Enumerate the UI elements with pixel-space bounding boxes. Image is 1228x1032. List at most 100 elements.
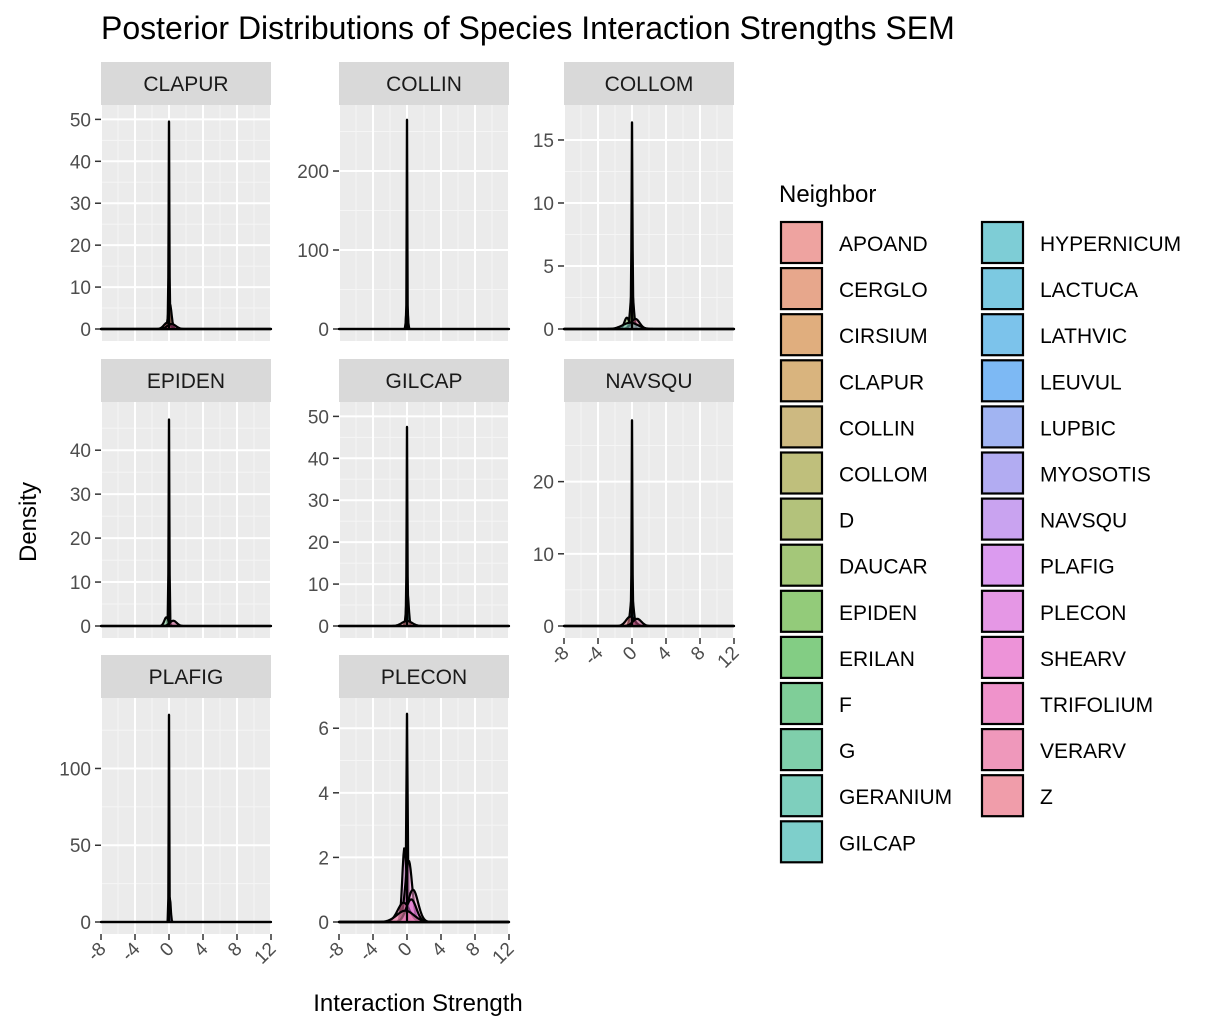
legend-item: SHEARV — [980, 635, 1126, 680]
y-tick-label: 200 — [297, 162, 329, 183]
legend-key — [779, 359, 824, 403]
legend-label: LUPBIC — [1040, 417, 1116, 440]
legend-label: LATHVIC — [1040, 325, 1127, 348]
facet-strip — [339, 655, 509, 698]
y-tick-label: 20 — [308, 533, 329, 554]
y-tick-label: 0 — [543, 617, 554, 638]
y-tick-label: 5 — [543, 257, 554, 278]
legend-label: CIRSIUM — [839, 325, 928, 348]
legend-label: LEUVUL — [1040, 371, 1122, 394]
legend-label: LACTUCA — [1040, 279, 1138, 302]
legend-key — [779, 820, 824, 864]
legend-key — [980, 774, 1025, 818]
x-tick-label: 4 — [190, 938, 213, 961]
y-axis-label: Density — [15, 482, 42, 562]
facet-strip-label: NAVSQU — [605, 370, 692, 393]
y-tick-label: 0 — [80, 913, 91, 934]
y-tick-label: 40 — [70, 441, 91, 462]
legend-key — [779, 497, 824, 541]
facet-strip — [339, 62, 509, 105]
legend-key — [980, 497, 1025, 541]
facet-strip-label: PLAFIG — [149, 666, 224, 689]
y-tick-label: 0 — [318, 913, 329, 934]
x-tick-label: -4 — [356, 938, 383, 965]
y-tick-label: 10 — [533, 194, 554, 215]
legend-item: CERGLO — [779, 267, 928, 311]
facet-strip — [101, 655, 271, 698]
y-tick-label: 100 — [59, 759, 91, 780]
legend-item: HYPERNICUM — [980, 220, 1181, 265]
y-tick-label: 20 — [70, 236, 91, 257]
legend-key — [980, 589, 1025, 633]
x-tick-label: 0 — [394, 939, 416, 961]
legend-item: Z — [980, 774, 1053, 818]
legend-key — [779, 681, 824, 726]
chart-title: Posterior Distributions of Species Inter… — [101, 10, 955, 46]
y-tick-label: 20 — [70, 529, 91, 550]
facet-panel-collom: COLLOM 0 5 10 15 — [533, 62, 736, 341]
legend-key — [779, 774, 824, 818]
y-tick-label: 50 — [308, 407, 329, 428]
y-tick-label: 30 — [308, 491, 329, 512]
y-tick-label: 0 — [543, 320, 554, 341]
legend-items: APOAND CERGLO CIRSIUM CLAPUR COLLIN COLLOM D DA… — [779, 220, 1181, 864]
legend-key — [980, 543, 1025, 587]
y-tick-label: 40 — [70, 152, 91, 173]
facet-strip — [339, 359, 509, 402]
legend-key — [779, 405, 824, 449]
legend-label: GILCAP — [839, 832, 916, 855]
y-tick-label: 10 — [308, 575, 329, 596]
y-tick-label: 50 — [70, 110, 91, 131]
legend-item: D — [779, 497, 854, 541]
facet-panel-clapur: CLAPUR 0 10 20 30 40 50 — [70, 62, 273, 341]
x-tick-label: 0 — [619, 643, 641, 665]
legend-key — [980, 681, 1025, 726]
legend-item: APOAND — [779, 220, 928, 265]
x-tick-label: 12 — [714, 643, 744, 673]
y-tick-label: 10 — [533, 545, 554, 566]
y-tick-label: 20 — [533, 473, 554, 494]
x-tick-label: -4 — [118, 938, 145, 965]
legend-item: F — [779, 681, 852, 726]
density-curve — [337, 909, 511, 924]
legend-label: COLLOM — [839, 464, 928, 487]
legend-label: F — [839, 694, 852, 717]
facet-strip-label: PLECON — [381, 666, 467, 689]
legend-label: G — [839, 740, 855, 763]
facet-panels: CLAPUR01020304050COLLIN0100200COLLOM0510… — [59, 62, 744, 969]
facet-panel-gilcap: GILCAP 0 10 20 30 40 50 — [308, 359, 511, 638]
x-tick-label: 0 — [156, 939, 178, 961]
x-tick-label: 8 — [462, 939, 484, 961]
x-tick-label: 4 — [653, 642, 676, 665]
y-tick-label: 100 — [297, 241, 329, 262]
legend-key — [779, 727, 824, 772]
legend-key — [980, 359, 1025, 403]
y-tick-label: 50 — [70, 836, 91, 857]
legend-label: TRIFOLIUM — [1040, 694, 1153, 717]
legend-key — [980, 405, 1025, 449]
legend: Neighbor APOAND CERGLO CIRSIUM CLAPUR COLLIN… — [779, 181, 1181, 864]
legend-item: GERANIUM — [779, 774, 952, 818]
y-tick-label: 0 — [80, 320, 91, 341]
facet-strip-label: COLLIN — [386, 73, 462, 96]
legend-item: PLAFIG — [980, 543, 1115, 587]
y-tick-label: 40 — [308, 449, 329, 470]
legend-label: Z — [1040, 786, 1053, 809]
facet-strip-label: COLLOM — [605, 73, 694, 96]
x-tick-label: 12 — [251, 939, 281, 969]
x-tick-label: -4 — [581, 642, 608, 669]
facet-strip-label: EPIDEN — [147, 370, 225, 393]
y-tick-label: 15 — [533, 131, 554, 152]
facet-strip — [564, 359, 734, 402]
x-tick-label: -8 — [322, 939, 349, 966]
y-tick-label: 10 — [70, 278, 91, 299]
facet-strip-label: CLAPUR — [143, 73, 228, 96]
legend-item: LACTUCA — [980, 267, 1138, 311]
facet-strip — [101, 359, 271, 402]
y-tick-label: 30 — [70, 194, 91, 215]
x-tick-label: 4 — [428, 938, 451, 961]
legend-key — [779, 313, 824, 357]
y-tick-label: 6 — [318, 719, 329, 740]
